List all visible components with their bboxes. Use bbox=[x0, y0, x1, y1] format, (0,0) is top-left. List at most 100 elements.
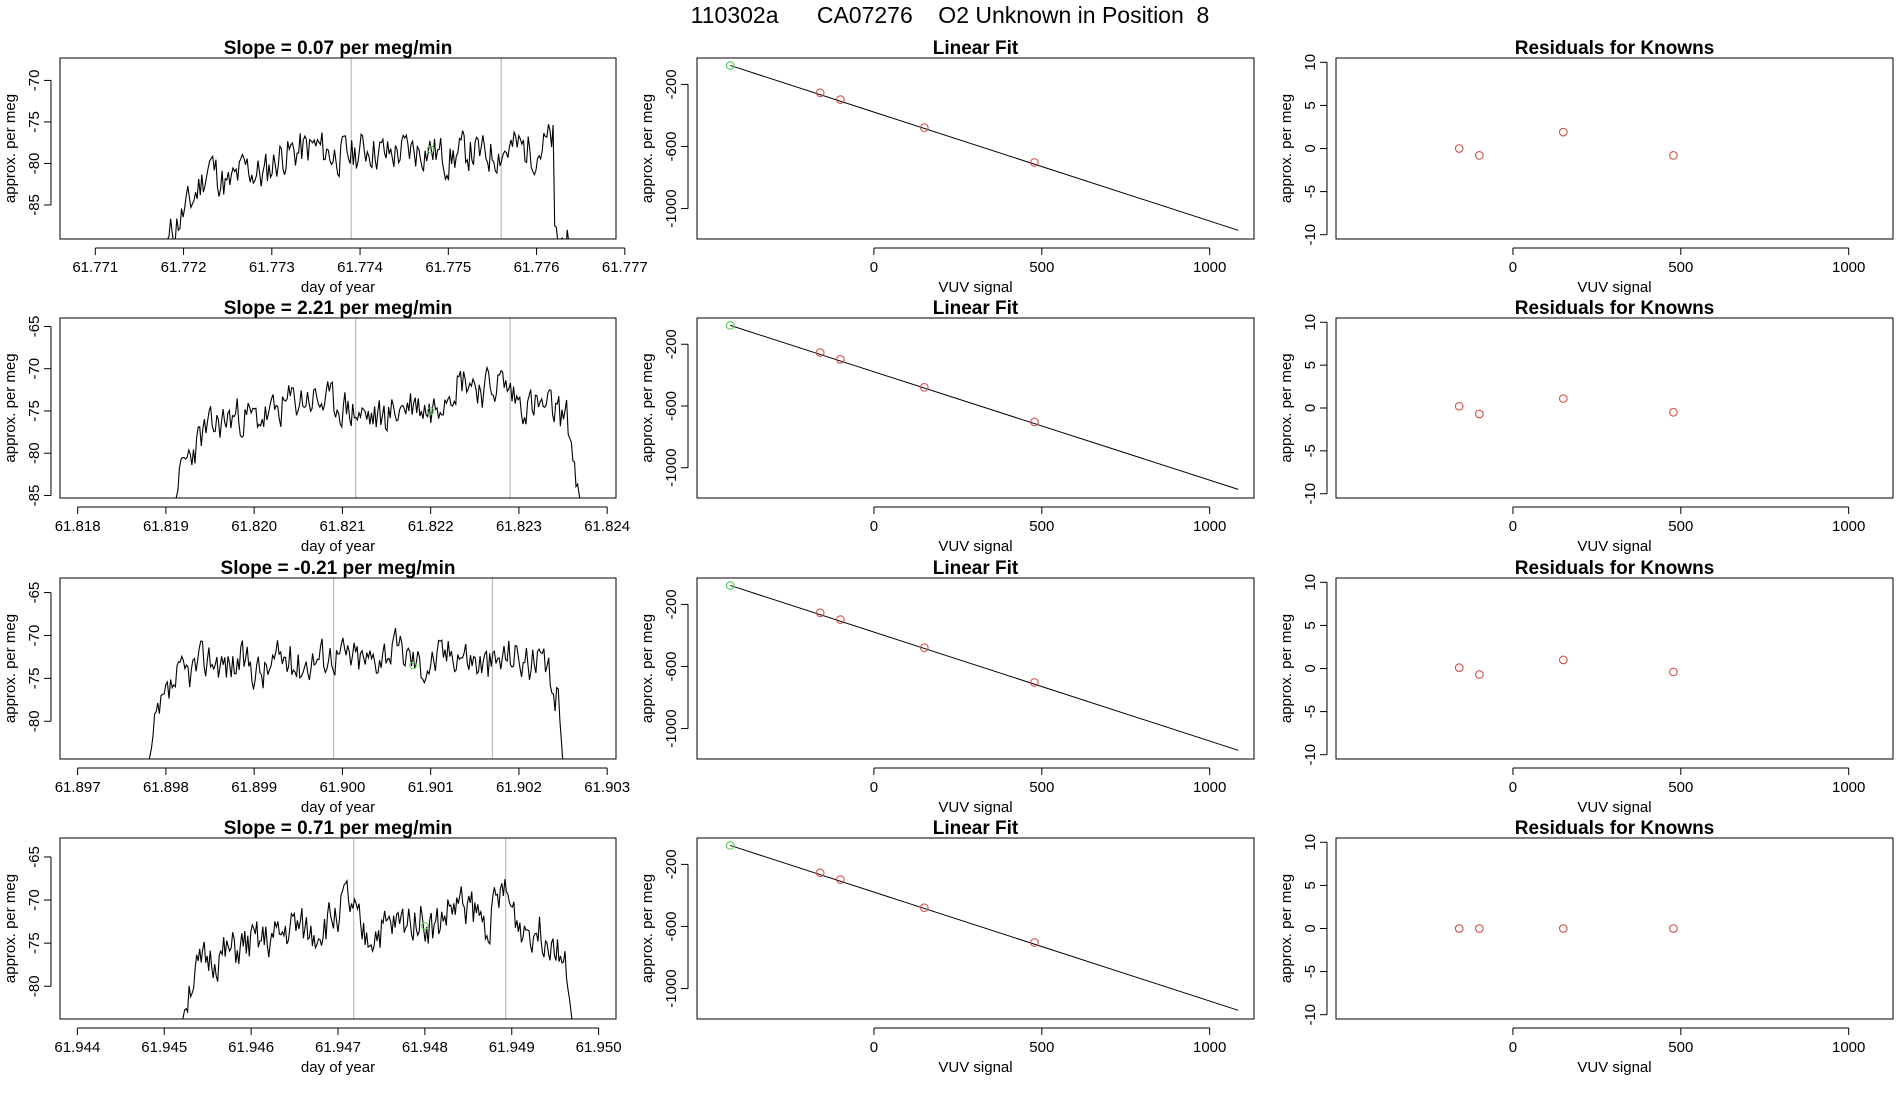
y-tick-label: 10 bbox=[1302, 314, 1319, 331]
y-tick-label: -5 bbox=[1302, 444, 1319, 457]
unknown-point bbox=[725, 321, 735, 330]
x-tick-label: 0 bbox=[870, 779, 878, 796]
x-tick-label: 61.899 bbox=[231, 779, 277, 796]
y-tick-label: -10 bbox=[1302, 1004, 1319, 1026]
x-tick-label: 0 bbox=[1509, 259, 1517, 276]
x-tick-label: 500 bbox=[1029, 259, 1054, 276]
plot-frame bbox=[59, 577, 617, 760]
x-axis-label: VUV signal bbox=[938, 279, 1012, 296]
x-tick-label: 61.775 bbox=[425, 259, 471, 276]
plot-frame bbox=[696, 57, 1255, 240]
known-point bbox=[1669, 407, 1678, 417]
x-tick-label: 61.945 bbox=[141, 1039, 187, 1056]
x-tick-label: 500 bbox=[1029, 1039, 1054, 1056]
panel-title: Slope = 0.07 per meg/min bbox=[224, 38, 453, 59]
plot-area bbox=[725, 841, 1239, 1011]
x-tick-label: 61.949 bbox=[489, 1039, 535, 1056]
x-tick-label: 1000 bbox=[1832, 1039, 1865, 1056]
y-tick-label: -600 bbox=[663, 391, 680, 421]
panel-title: Slope = 0.71 per meg/min bbox=[224, 818, 453, 839]
y-tick-label: 0 bbox=[1302, 924, 1319, 932]
x-tick-label: 61.898 bbox=[143, 779, 189, 796]
y-tick-label: -65 bbox=[26, 316, 43, 338]
fit-line bbox=[730, 584, 1239, 751]
plot-frame bbox=[1335, 317, 1894, 499]
x-tick-label: 61.824 bbox=[584, 518, 630, 535]
x-axis-label: VUV signal bbox=[938, 538, 1012, 555]
x-tick-label: 500 bbox=[1668, 1039, 1693, 1056]
y-axis-label: approx. per meg bbox=[1278, 874, 1295, 983]
panel-title: Linear Fit bbox=[933, 38, 1019, 59]
known-point bbox=[836, 355, 845, 364]
panel-title: Residuals for Knowns bbox=[1515, 558, 1715, 579]
x-tick-label: 61.950 bbox=[576, 1039, 622, 1056]
unknown-point bbox=[426, 145, 435, 154]
x-axis-label: day of year bbox=[301, 538, 375, 555]
plot-frame bbox=[696, 837, 1255, 1020]
known-point bbox=[836, 875, 845, 884]
series-line bbox=[148, 627, 564, 759]
x-axis-label: day of year bbox=[301, 799, 375, 816]
x-tick-label: 0 bbox=[1509, 518, 1517, 535]
fit-line bbox=[730, 324, 1239, 490]
y-tick-label: -80 bbox=[26, 710, 43, 732]
unknown-point bbox=[725, 841, 735, 850]
x-tick-label: 500 bbox=[1029, 779, 1054, 796]
known-point bbox=[1475, 924, 1484, 933]
x-tick-label: 61.823 bbox=[496, 518, 542, 535]
x-tick-label: 61.774 bbox=[337, 259, 383, 276]
y-tick-label: -10 bbox=[1302, 224, 1319, 246]
plot-frame bbox=[696, 317, 1255, 499]
known-point bbox=[1475, 151, 1484, 160]
plot-frame bbox=[1335, 577, 1894, 760]
known-point bbox=[1030, 158, 1039, 167]
chart-panel-3: Slope = -0.21 per meg/min 61.897 61.898 61.… bbox=[2, 558, 630, 816]
plot-area bbox=[725, 581, 1239, 751]
known-point bbox=[815, 348, 825, 357]
known-point bbox=[836, 95, 845, 104]
known-point bbox=[815, 608, 825, 618]
known-point bbox=[815, 868, 825, 878]
x-axis-label: day of year bbox=[301, 279, 375, 296]
y-tick-label: -600 bbox=[663, 911, 680, 941]
y-tick-label: -200 bbox=[663, 589, 680, 619]
x-tick-label: 61.773 bbox=[249, 259, 295, 276]
y-tick-label: -75 bbox=[26, 400, 43, 422]
x-tick-label: 1000 bbox=[1832, 779, 1865, 796]
y-tick-label: 10 bbox=[1302, 54, 1319, 71]
x-tick-label: 61.900 bbox=[319, 779, 365, 796]
chart-panel-9: Residuals for Knowns 0 500 1000 VUV signal -1… bbox=[1278, 38, 1894, 296]
known-point bbox=[1454, 924, 1464, 933]
y-tick-label: -70 bbox=[26, 358, 43, 380]
y-tick-label: -70 bbox=[26, 889, 43, 911]
y-tick-label: 10 bbox=[1302, 574, 1319, 591]
plot-area bbox=[148, 578, 564, 759]
chart-panel-12: Residuals for Knowns 0 500 1000 VUV signal -1… bbox=[1278, 818, 1894, 1076]
series-line bbox=[175, 365, 581, 498]
x-axis-label: VUV signal bbox=[938, 1059, 1012, 1076]
y-tick-label: -80 bbox=[26, 153, 43, 175]
plot-area bbox=[1454, 127, 1678, 160]
x-tick-label: 61.902 bbox=[496, 779, 542, 796]
plot-area bbox=[1454, 655, 1678, 679]
known-point bbox=[836, 615, 845, 624]
plot-frame bbox=[59, 317, 617, 499]
x-tick-label: 61.819 bbox=[143, 518, 189, 535]
x-axis-label: VUV signal bbox=[1577, 799, 1651, 816]
x-tick-label: 1000 bbox=[1832, 259, 1865, 276]
y-tick-label: 0 bbox=[1302, 144, 1319, 152]
x-tick-label: 61.821 bbox=[319, 518, 365, 535]
plot-area bbox=[167, 58, 569, 239]
y-tick-label: -200 bbox=[663, 849, 680, 879]
y-axis-label: approx. per meg bbox=[2, 94, 19, 203]
y-tick-label: -1000 bbox=[663, 709, 680, 747]
y-tick-label: -65 bbox=[26, 846, 43, 868]
chart-panel-2: Slope = 2.21 per meg/min 61.818 61.819 61.8… bbox=[2, 298, 630, 555]
known-point bbox=[1475, 409, 1484, 419]
y-tick-label: -1000 bbox=[663, 449, 680, 487]
panel-title: Slope = -0.21 per meg/min bbox=[221, 558, 456, 579]
y-tick-label: -75 bbox=[26, 111, 43, 133]
y-axis-label: approx. per meg bbox=[1278, 353, 1295, 462]
x-tick-label: 1000 bbox=[1193, 1039, 1226, 1056]
y-tick-label: -10 bbox=[1302, 744, 1319, 766]
